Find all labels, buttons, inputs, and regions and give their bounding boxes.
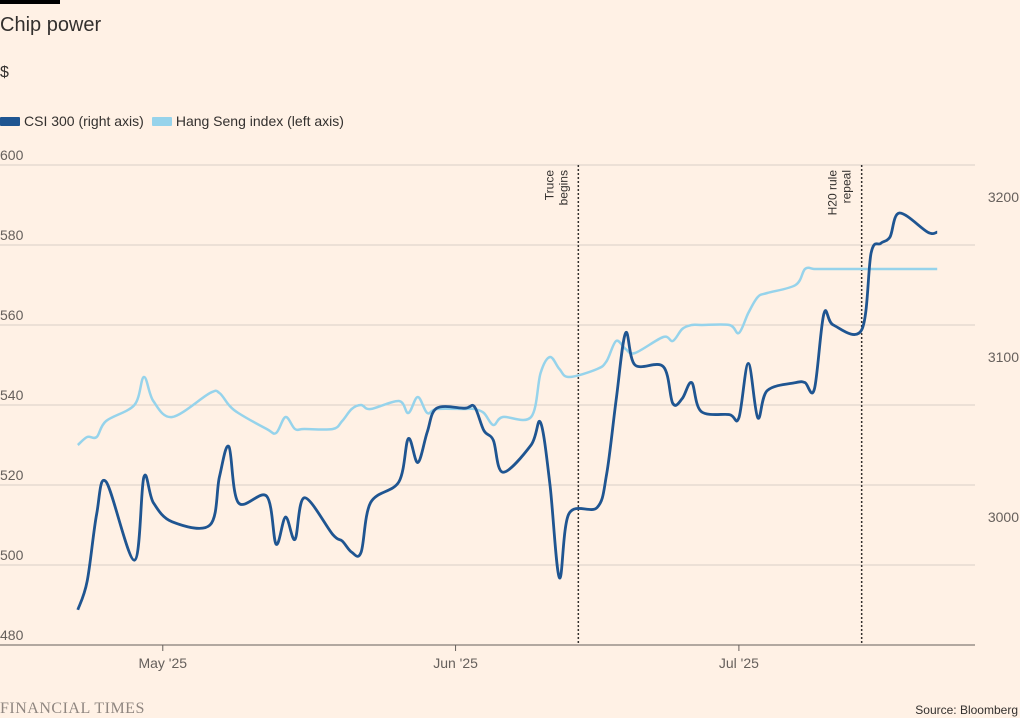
- y-left-tick-500: 500: [0, 547, 24, 563]
- x-tick-label-2: Jul '25: [719, 655, 759, 671]
- source-note: Source: Bloomberg: [915, 703, 1018, 717]
- y-right-tick-3100: 3100: [988, 349, 1019, 365]
- unit-label: $: [0, 64, 9, 81]
- legend-label-csi: CSI 300 (right axis): [24, 113, 144, 129]
- y-left-tick-560: 560: [0, 307, 24, 323]
- ft-logo: FINANCIAL TIMES: [0, 700, 145, 717]
- y-left-tick-580: 580: [0, 227, 24, 243]
- annotation-1: H20 rule repeal: [826, 170, 854, 216]
- annotation-label-0-0: Truce: [542, 170, 556, 201]
- y-left-tick-540: 540: [0, 387, 24, 403]
- annotation-label-1-1: repeal: [840, 170, 854, 203]
- legend-item-csi: CSI 300 (right axis): [0, 113, 144, 129]
- legend-swatch-hsi: [151, 116, 172, 126]
- x-tick-label-1: Jun '25: [433, 655, 478, 671]
- brand-bar: [0, 0, 60, 4]
- y-right-tick-3200: 3200: [988, 189, 1019, 205]
- legend: CSI 300 (right axis) Hang Seng index (le…: [0, 113, 352, 129]
- chart-title: Chip power: [0, 14, 102, 36]
- annotation-label-0-1: begins: [556, 170, 570, 205]
- y-left-tick-480: 480: [0, 627, 24, 643]
- legend-label-hsi: Hang Seng index (left axis): [175, 113, 344, 129]
- series-line-csi300: [76, 211, 938, 611]
- x-tick-label-0: May '25: [138, 655, 187, 671]
- annotation-0: Truce begins: [542, 170, 570, 206]
- legend-swatch-csi: [0, 116, 20, 126]
- y-left-tick-520: 520: [0, 467, 24, 483]
- annotation-label-1-0: H20 rule: [826, 170, 840, 216]
- y-left-tick-600: 600: [0, 147, 24, 163]
- legend-item-hsi: Hang Seng index (left axis): [151, 113, 344, 129]
- series-line-hang-seng: [76, 266, 938, 446]
- y-right-tick-3000: 3000: [988, 509, 1019, 525]
